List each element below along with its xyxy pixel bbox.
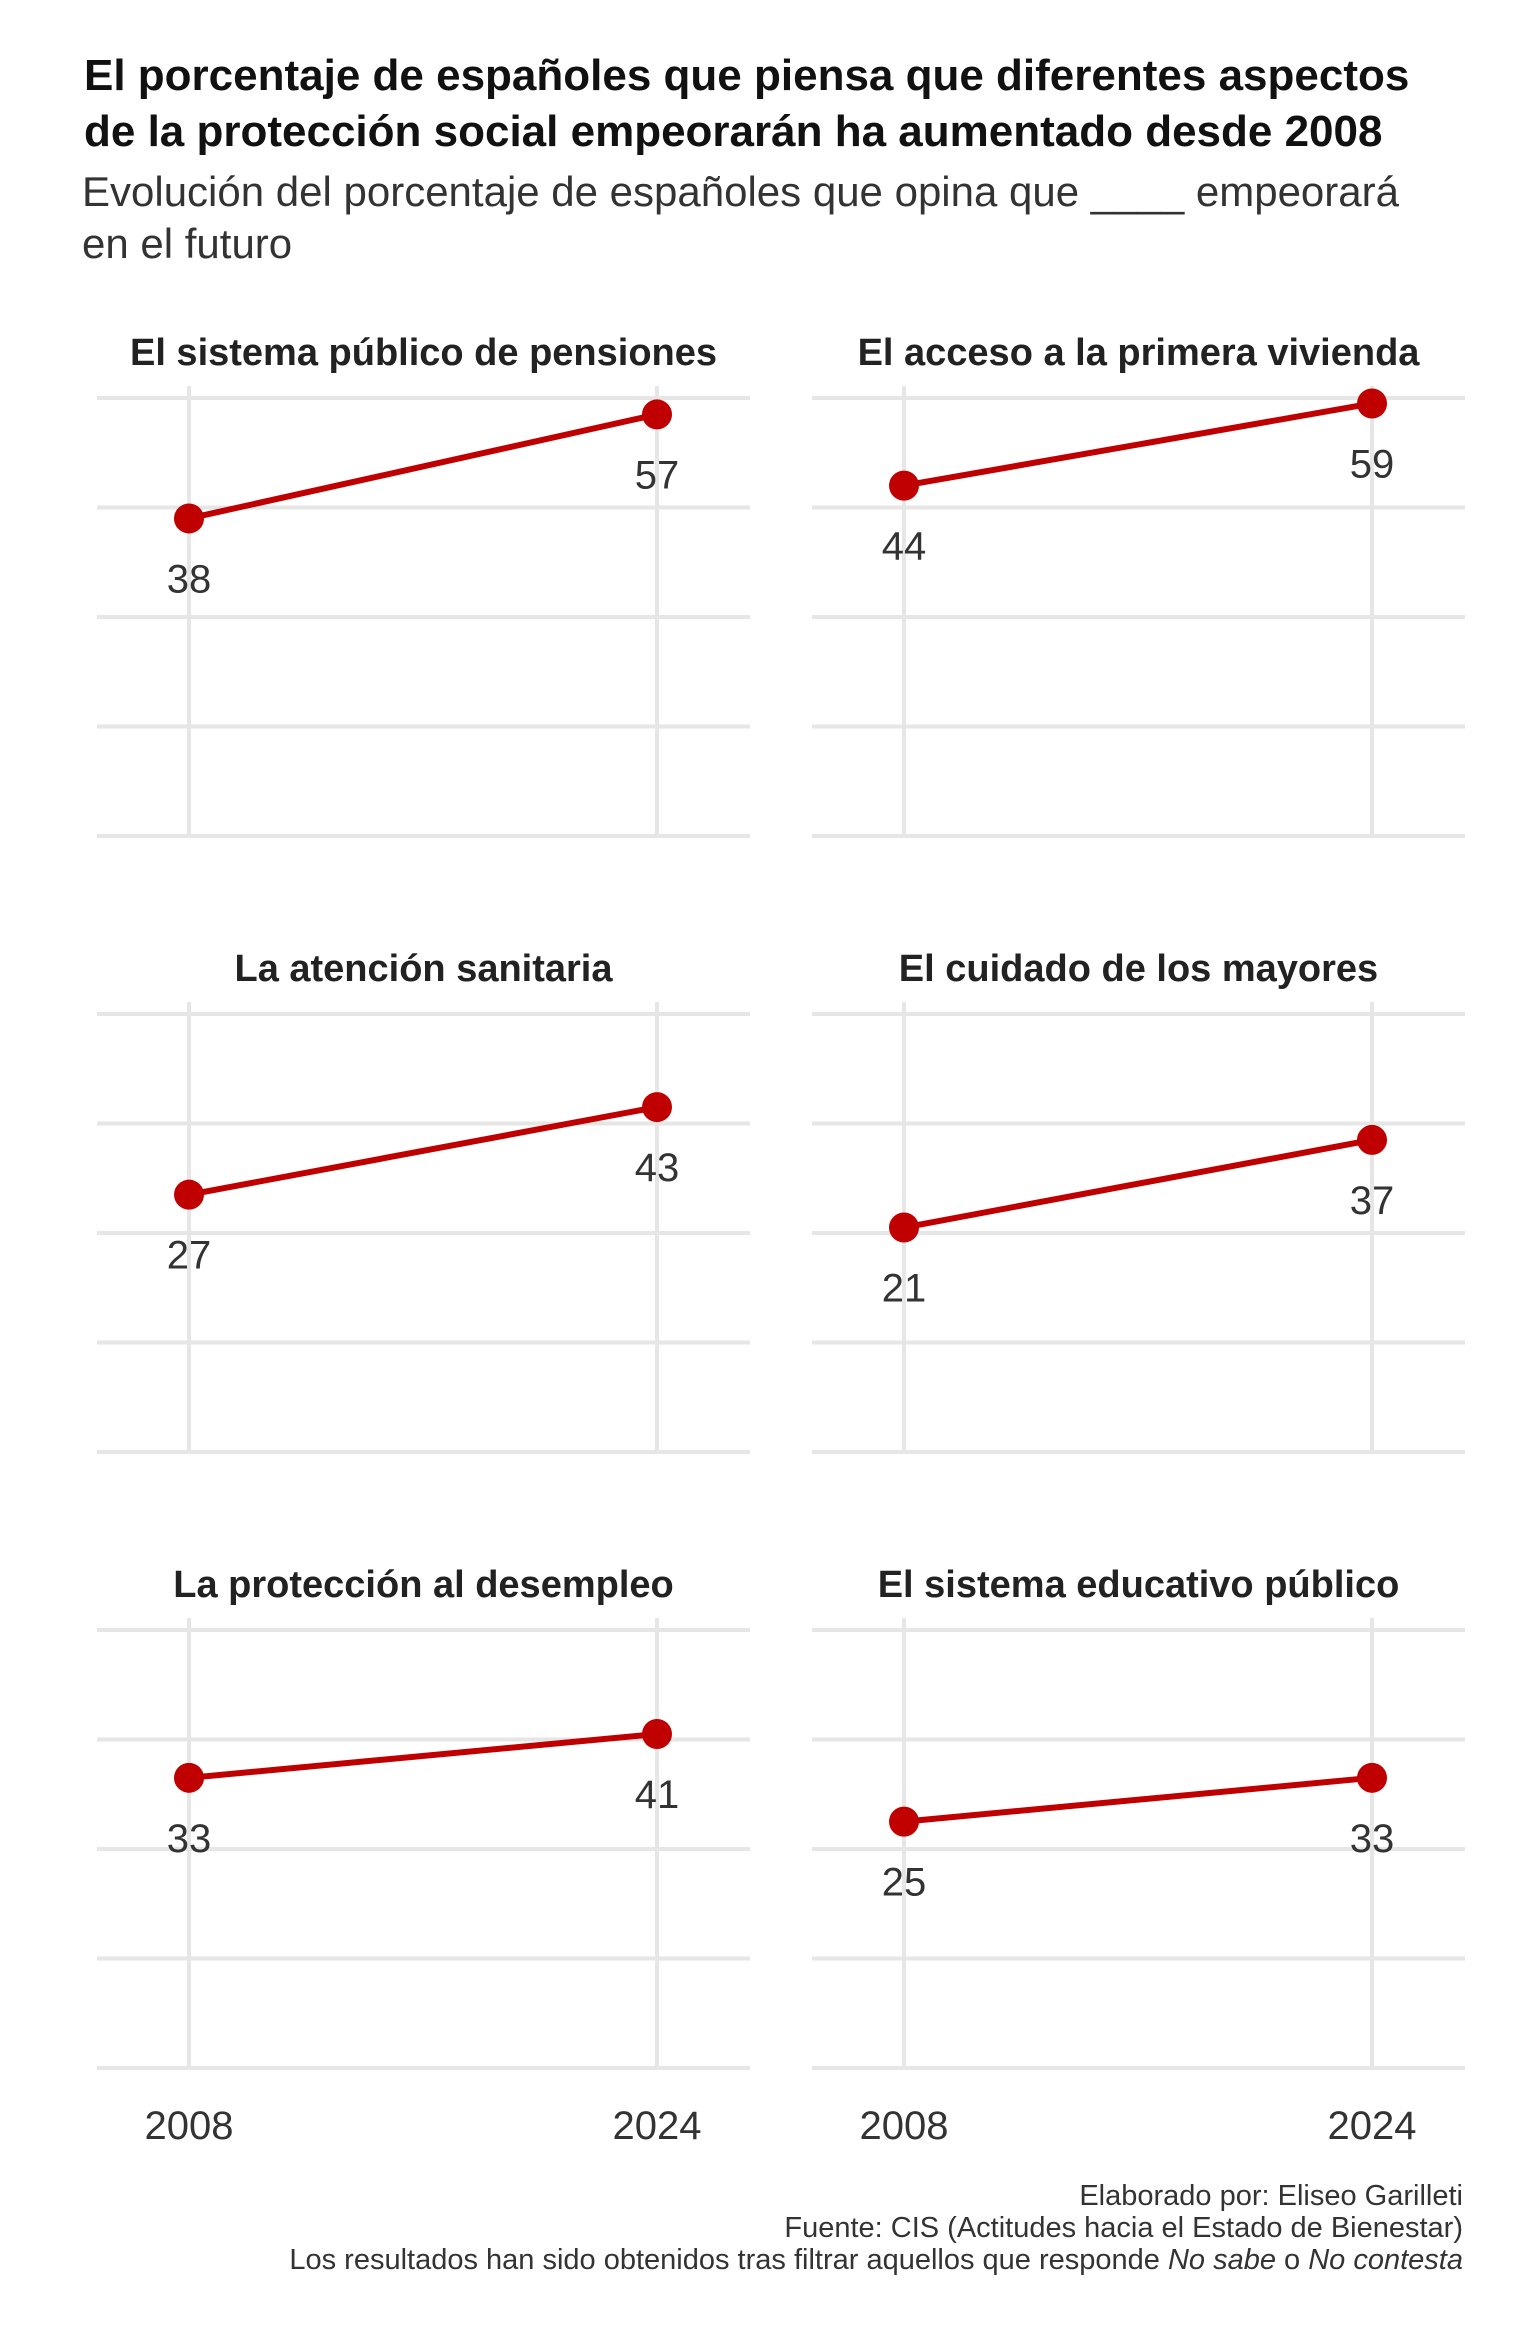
panel-title: El sistema educativo público [878, 1564, 1400, 1606]
chart-subtitle: Evolución del porcentaje de españoles qu… [82, 166, 1482, 270]
caption-source: Fuente: CIS (Actitudes hacia el Estado d… [784, 2212, 1463, 2244]
data-point [1357, 1124, 1387, 1155]
data-label: 59 [1350, 442, 1395, 486]
series-line [186, 1104, 660, 1198]
chart-caption: Elaborado por: Eliseo Garilleti Fuente: … [289, 2180, 1463, 2276]
data-point [1357, 388, 1387, 419]
series-line [901, 1136, 1375, 1231]
panel-title: El cuidado de los mayores [899, 948, 1378, 990]
x-tick-label: 2024 [613, 2104, 702, 2148]
caption-note-em1: No sabe [1167, 2244, 1276, 2276]
chart-subtitle-line1: Evolución del porcentaje de españoles qu… [82, 168, 1399, 215]
data-point [889, 1212, 919, 1243]
caption-note: Los resultados han sido obtenidos tras f… [289, 2244, 1463, 2276]
data-point [174, 503, 204, 534]
caption-note-em2: No contesta [1308, 2244, 1463, 2276]
data-label: 44 [882, 525, 927, 569]
panel-title: El sistema público de pensiones [130, 332, 717, 374]
data-point [642, 1092, 672, 1123]
data-label: 21 [882, 1267, 927, 1311]
data-point [889, 1806, 919, 1837]
data-point [174, 1179, 204, 1210]
chart-title-line2: de la protección social empeorarán ha au… [84, 107, 1383, 156]
caption-note-mid: o [1275, 2244, 1309, 2276]
data-point [889, 470, 919, 501]
data-point [174, 1762, 204, 1793]
chart-subtitle-line2: en el futuro [82, 220, 293, 267]
series-line [901, 400, 1375, 489]
data-label: 38 [167, 557, 212, 601]
data-label: 37 [1350, 1179, 1395, 1223]
data-label: 33 [1350, 1817, 1395, 1861]
data-label: 33 [167, 1817, 212, 1861]
panel-title: La atención sanitaria [234, 948, 613, 990]
data-label: 57 [635, 453, 680, 497]
series-line [901, 1774, 1375, 1825]
data-label: 41 [635, 1773, 680, 1817]
data-label: 43 [635, 1146, 680, 1190]
x-tick-label: 2008 [145, 2104, 234, 2148]
x-tick-label: 2024 [1328, 2104, 1417, 2148]
caption-author: Elaborado por: Eliseo Garilleti [1079, 2180, 1463, 2212]
data-point [642, 399, 672, 430]
data-label: 25 [882, 1861, 927, 1905]
chart-title: El porcentaje de españoles que piensa qu… [84, 48, 1484, 160]
chart-title-line1: El porcentaje de españoles que piensa qu… [84, 51, 1410, 100]
data-point [1357, 1762, 1387, 1793]
data-label: 27 [167, 1234, 212, 1278]
caption-note-prefix: Los resultados han sido obtenidos tras f… [289, 2244, 1168, 2276]
series-line [186, 411, 660, 522]
panel-title: El acceso a la primera vivienda [858, 332, 1421, 374]
series-line [186, 1731, 660, 1781]
panel-title: La protección al desempleo [173, 1564, 673, 1606]
x-tick-label: 2008 [860, 2104, 949, 2148]
data-point [642, 1719, 672, 1750]
